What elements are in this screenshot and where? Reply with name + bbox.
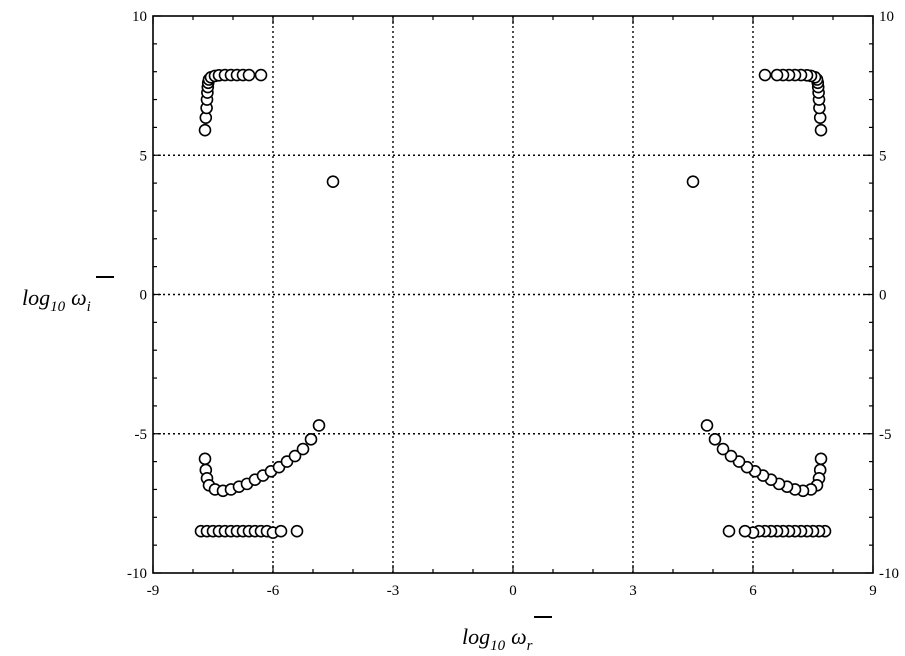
x-tick-label: 9 (869, 583, 877, 599)
y-axis-title: log10 ωi (22, 285, 91, 315)
x-axis-title: log10 ωr (462, 624, 533, 654)
y-tick-label-right: -5 (879, 427, 892, 443)
x-tick-label: -6 (267, 583, 280, 599)
data-point (758, 68, 772, 82)
data-point (724, 449, 738, 463)
y-axis-title-symbol: ω (71, 285, 87, 310)
x-tick-label: -3 (387, 583, 400, 599)
data-point (288, 449, 302, 463)
y-tick-label-left: -10 (127, 566, 147, 582)
data-point (708, 433, 722, 446)
y-tick-label-left: 0 (140, 288, 148, 304)
data-point (738, 524, 752, 538)
x-tick-label: -9 (147, 583, 160, 599)
data-point (198, 123, 212, 137)
data-point (716, 442, 730, 456)
y-axis-title-base: log (22, 285, 50, 310)
data-point (722, 524, 736, 538)
y-tick-label-left: -5 (135, 427, 148, 443)
data-point (700, 419, 714, 432)
data-point (770, 68, 784, 82)
y-tick-label-left: 5 (140, 148, 148, 164)
x-tick-label: 0 (509, 583, 517, 599)
grid-layer (153, 16, 873, 573)
data-point (242, 68, 256, 82)
tick-marks (152, 15, 874, 574)
y-tick-label-right: -10 (879, 566, 899, 582)
data-point (814, 452, 828, 466)
x-tick-label: 3 (629, 583, 637, 599)
data-point (296, 442, 310, 456)
tick-labels: -9 -6 -3 0 3 6 9-10 -10-5 -50 05 510 10 (127, 9, 899, 599)
y-tick-label-left: 10 (132, 9, 147, 25)
data-points (194, 68, 832, 539)
y-axis-title-subscript: 10 (50, 299, 66, 315)
x-axis-title-index: r (527, 638, 533, 654)
y-tick-label-right: 5 (879, 148, 887, 164)
x-axis-title-symbol: ω (511, 624, 527, 649)
data-point (254, 68, 268, 82)
data-point (304, 433, 318, 446)
data-point (686, 175, 700, 189)
x-tick-label: 6 (749, 583, 757, 599)
x-axis-title-base: log (462, 624, 490, 649)
x-axis-title-subscript: 10 (490, 638, 506, 654)
data-point (312, 419, 326, 432)
data-point (326, 175, 340, 189)
y-axis-title-index: i (87, 299, 91, 315)
data-point (274, 524, 288, 538)
data-point (198, 452, 212, 466)
data-point (290, 524, 304, 538)
y-tick-label-right: 0 (879, 288, 887, 304)
y-tick-label-right: 10 (879, 9, 894, 25)
data-point (814, 123, 828, 137)
